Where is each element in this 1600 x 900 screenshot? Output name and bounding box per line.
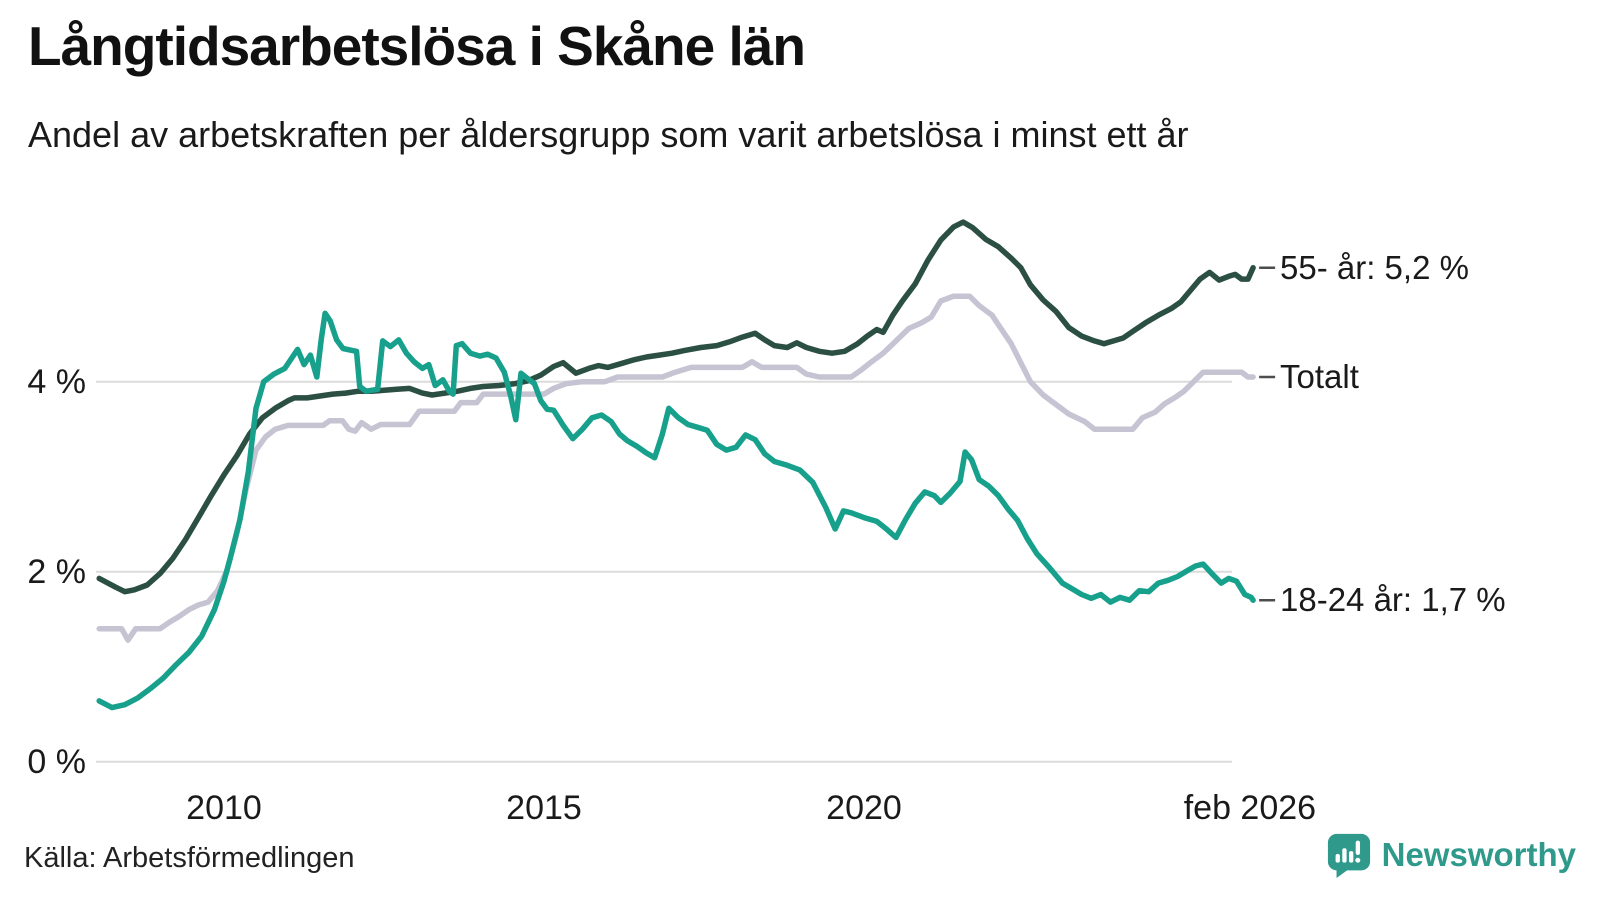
newsworthy-wordmark: Newsworthy <box>1381 836 1576 873</box>
series-label-18-24: 18-24 år: 1,7 % <box>1280 581 1506 619</box>
source-attribution: Källa: Arbetsförmedlingen <box>24 842 355 874</box>
newsworthy-logo-icon <box>1326 832 1372 878</box>
page-title: Långtidsarbetslösa i Skåne län <box>28 15 806 77</box>
series-label-totalt: Totalt <box>1280 357 1359 395</box>
x-axis-tick-2020: 2020 <box>826 789 902 827</box>
x-axis-tick-2015: 2015 <box>506 789 582 827</box>
series-label-55-plus: 55- år: 5,2 % <box>1280 248 1469 286</box>
y-axis-tick-4: 4 % <box>27 362 86 401</box>
y-axis-tick-2: 2 % <box>27 552 86 591</box>
y-axis-tick-0: 0 % <box>27 742 86 781</box>
x-axis-tick-feb-2026: feb 2026 <box>1183 789 1317 827</box>
chart-subtitle: Andel av arbetskraften per åldersgrupp s… <box>28 114 1189 155</box>
x-axis-tick-2010: 2010 <box>186 789 262 827</box>
newsworthy-brand: Newsworthy <box>1326 832 1576 878</box>
